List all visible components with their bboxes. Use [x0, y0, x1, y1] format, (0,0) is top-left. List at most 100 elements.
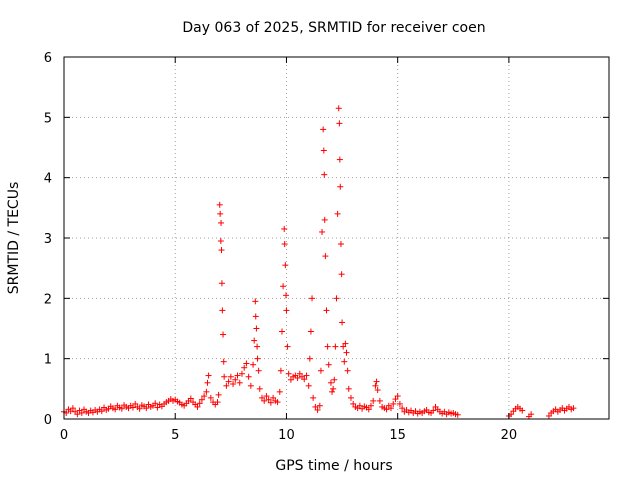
data-point — [270, 394, 277, 401]
data-point — [329, 388, 336, 395]
data-point — [316, 402, 323, 409]
data-point — [301, 376, 308, 383]
data-point — [198, 396, 205, 403]
data-point — [376, 397, 383, 404]
data-point — [225, 378, 232, 385]
data-point — [342, 340, 349, 347]
data-point — [333, 295, 340, 302]
data-point — [454, 411, 461, 418]
data-point — [320, 126, 327, 133]
data-point — [340, 343, 347, 350]
data-point — [327, 379, 334, 386]
axis-ticks — [63, 56, 609, 420]
data-point — [277, 367, 284, 374]
data-point — [282, 262, 289, 269]
data-point — [330, 385, 337, 392]
data-point — [129, 404, 136, 411]
y-tick-label: 1 — [44, 353, 52, 368]
data-point — [336, 120, 343, 127]
data-point — [196, 400, 203, 407]
data-point — [252, 298, 259, 305]
data-point — [254, 355, 261, 362]
data-point — [152, 400, 159, 407]
data-point — [319, 228, 326, 235]
data-point — [279, 328, 285, 335]
data-point — [221, 373, 228, 380]
data-point — [265, 396, 272, 403]
data-point — [236, 379, 243, 386]
data-point — [203, 388, 210, 395]
data-point — [321, 171, 328, 178]
data-point — [314, 406, 321, 413]
data-point — [367, 402, 374, 409]
data-point — [276, 388, 283, 395]
data-point — [258, 394, 265, 401]
data-point — [307, 328, 314, 335]
data-point — [310, 394, 317, 401]
x-tick-label: 15 — [389, 428, 406, 443]
data-point — [545, 412, 552, 419]
data-point — [281, 241, 288, 248]
data-point — [339, 319, 346, 326]
data-point — [245, 373, 252, 380]
data-point — [201, 393, 208, 400]
data-point — [303, 372, 310, 379]
data-point — [283, 292, 290, 299]
y-tick-label: 6 — [44, 51, 52, 66]
data-point — [112, 406, 119, 413]
data-point — [317, 367, 324, 374]
data-point — [306, 355, 313, 362]
data-point — [214, 399, 221, 406]
data-point — [223, 382, 230, 389]
data-points — [61, 105, 577, 420]
data-point — [255, 367, 262, 374]
data-point — [370, 397, 377, 404]
x-tick-label: 20 — [501, 428, 518, 443]
data-point — [332, 343, 339, 350]
data-point — [243, 360, 250, 367]
data-point — [154, 404, 161, 411]
data-point — [309, 295, 316, 302]
data-point — [365, 406, 372, 413]
data-point — [74, 411, 81, 418]
data-point — [234, 372, 241, 379]
y-tick-label: 3 — [44, 232, 52, 247]
data-point — [253, 325, 260, 332]
data-point — [321, 216, 328, 223]
data-point — [324, 343, 331, 350]
data-point — [132, 400, 139, 407]
data-point — [383, 406, 390, 413]
data-point — [238, 370, 245, 377]
data-point — [215, 391, 222, 398]
data-point — [294, 374, 301, 381]
data-point — [207, 394, 214, 401]
y-tick-label: 2 — [44, 292, 52, 307]
data-point — [337, 183, 344, 190]
data-point — [98, 408, 105, 415]
data-point — [218, 247, 225, 254]
data-point — [335, 105, 342, 112]
x-tick-label: 10 — [278, 428, 295, 443]
data-point — [247, 382, 254, 389]
data-point — [220, 331, 227, 338]
data-point — [320, 147, 327, 154]
data-point — [388, 405, 394, 412]
data-point — [78, 409, 85, 416]
data-point — [392, 396, 399, 403]
data-point — [323, 307, 330, 314]
data-point — [345, 385, 352, 392]
data-point — [217, 238, 224, 245]
data-point — [218, 280, 225, 287]
x-tick-labels: 0 5 10 15 20 — [60, 428, 517, 443]
data-point — [220, 358, 227, 365]
data-point — [347, 394, 354, 401]
data-point — [194, 403, 201, 410]
x-axis-label: GPS time / hours — [275, 458, 392, 474]
data-point — [285, 370, 292, 377]
data-point — [284, 343, 291, 350]
data-point — [256, 385, 263, 392]
data-point — [241, 364, 248, 371]
data-point — [350, 400, 357, 407]
x-tick-label: 5 — [171, 428, 179, 443]
data-point — [372, 382, 379, 389]
